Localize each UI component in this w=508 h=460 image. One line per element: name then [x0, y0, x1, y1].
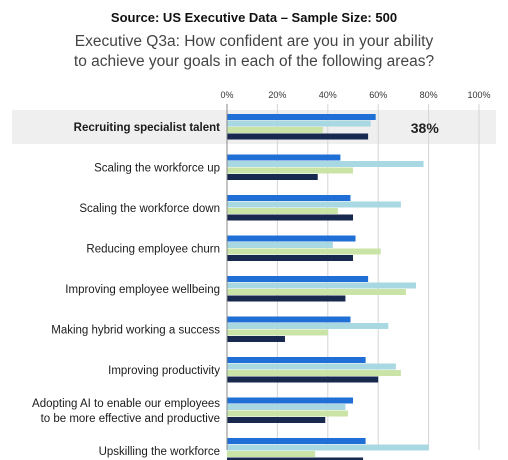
bar: [227, 289, 406, 295]
bar: [227, 282, 416, 289]
category-label: Improving productivity: [108, 365, 220, 377]
x-tick-label: 80%: [420, 90, 438, 100]
source-line: Source: US Executive Data – Sample Size:…: [110, 10, 398, 25]
bar: [227, 410, 348, 417]
bar: [227, 201, 401, 208]
bar: [227, 133, 369, 140]
bar: [227, 167, 353, 174]
bar: [227, 376, 379, 383]
bar: [227, 329, 328, 336]
category-label: Adopting AI to enable our employees: [32, 398, 220, 410]
bar: [227, 323, 389, 329]
bar: [227, 397, 353, 404]
highlight-value-label: 38%: [411, 120, 440, 136]
category-label: Upskilling the workforce: [99, 446, 220, 458]
bar: [227, 370, 401, 376]
bar: [227, 276, 369, 282]
bar: [227, 363, 396, 370]
category-label: Scaling the workforce down: [79, 203, 220, 215]
bar: [227, 248, 381, 255]
bar: [227, 316, 351, 323]
bar: [227, 417, 326, 423]
category-label: Improving employee wellbeing: [65, 284, 220, 296]
category-label: Recruiting specialist talent: [74, 122, 221, 134]
bar: [227, 120, 371, 127]
bar: [227, 357, 366, 363]
bar: [227, 295, 346, 302]
bar: [227, 127, 323, 133]
bar: [227, 114, 376, 120]
bar: [227, 235, 356, 242]
x-tick-label: 40%: [319, 90, 337, 100]
x-tick-label: 60%: [369, 90, 387, 100]
bar: [227, 444, 429, 451]
bar: [227, 242, 333, 248]
bar: [227, 457, 364, 460]
bar: [227, 438, 366, 444]
bar: [227, 174, 318, 180]
bar: [227, 255, 353, 261]
chart-question: Executive Q3a: How confident are you in …: [0, 32, 508, 72]
bar: [227, 208, 338, 214]
category-label: Reducing employee churn: [86, 244, 220, 256]
bar: [227, 154, 341, 161]
bar: [227, 451, 316, 457]
x-tick-label: 20%: [268, 90, 286, 100]
bar: [227, 404, 346, 410]
x-tick-label: 100%: [467, 90, 490, 100]
category-label: to be more effective and productive: [41, 413, 220, 425]
question-line-1: Executive Q3a: How confident are you in …: [74, 33, 434, 50]
bar: [227, 195, 351, 201]
bar: [227, 214, 353, 221]
bar: [227, 336, 285, 342]
question-line-2: to achieve your goals in each of the fol…: [73, 53, 435, 70]
category-label: Scaling the workforce up: [94, 163, 220, 175]
category-label: Making hybrid working a success: [51, 325, 220, 337]
bar: [227, 161, 424, 167]
x-tick-label: 0%: [220, 90, 233, 100]
